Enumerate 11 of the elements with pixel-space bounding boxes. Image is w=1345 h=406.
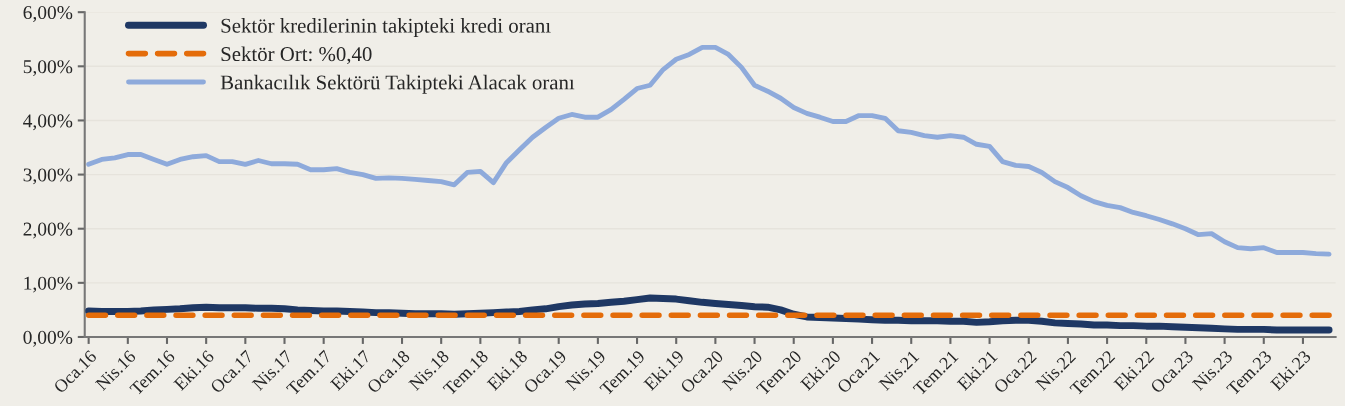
y-tick-label: 0,00%: [23, 330, 73, 347]
legend-label: Sektör kredilerinin takipteki kredi oranı: [221, 18, 551, 37]
legend-label: Bankacılık Sektörü Takipteki Alacak oranı: [220, 74, 575, 94]
line-series: [86, 44, 1332, 257]
legend-label: Sektör Ort: %0,40: [221, 46, 372, 65]
y-tick-label: 1,00%: [24, 276, 73, 293]
y-tick-label: 4,00%: [23, 114, 73, 131]
y-tick-label: 6,00%: [23, 6, 73, 22]
y-tick-label: 3,00%: [23, 168, 73, 185]
y-tick-label: 5,00%: [23, 60, 73, 77]
y-tick-label: 2,00%: [23, 222, 73, 239]
